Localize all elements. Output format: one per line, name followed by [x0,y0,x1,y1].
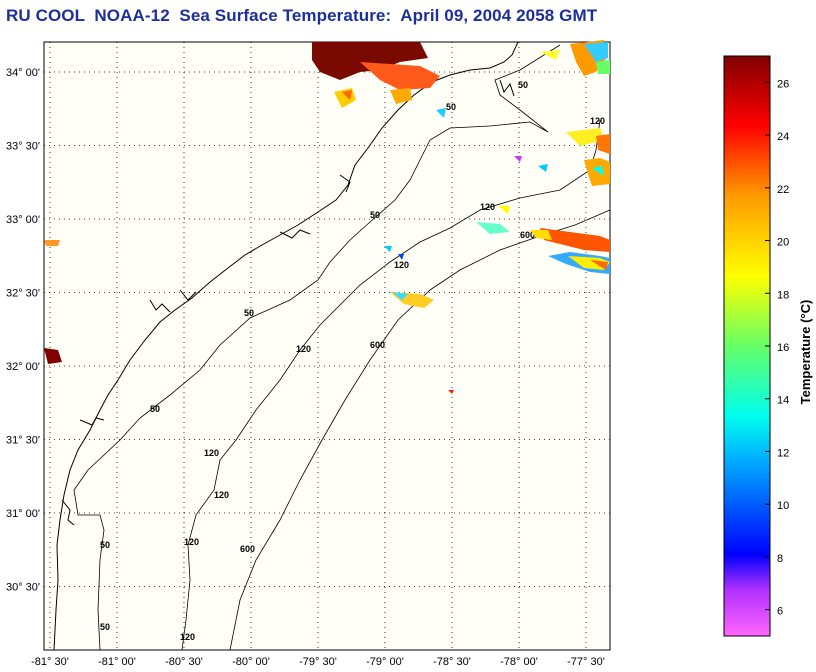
colorbar-tick-label: 24 [777,131,789,143]
colorbar-tick-label: 12 [777,447,789,459]
contour-label-600: 600 [240,544,255,554]
sst-patch-cool [514,156,522,162]
contour-label-120: 120 [204,448,219,458]
sst-patch-warm [448,390,454,394]
sst-patch-warm [540,50,560,60]
contour-label-50: 50 [150,404,160,414]
sst-patch-cool [476,222,510,234]
longitude-label: -79° 30' [299,656,337,668]
contour-label-50: 50 [100,540,110,550]
sst-patch-warm [342,90,352,100]
sst-patch-cool [392,292,408,300]
contour-label-120: 120 [394,260,409,270]
sst-patch-warm [312,42,428,80]
sst-patch-warm [568,256,610,270]
colorbar-tick-label: 6 [777,606,783,618]
latitude-labels: 34° 00' 33° 30' 33° 00' 32° 30' 32° 00' 31° 3… [6,67,40,594]
sst-patch-warm [360,62,440,90]
contour-label-120: 120 [180,632,195,642]
sst-patches [44,40,610,394]
isobath-120 [181,119,601,651]
sst-patch-cool [384,246,392,252]
sst-patch-cool [584,42,608,62]
longitude-label: -81° 00' [98,656,136,668]
sst-patch-warm [530,230,552,240]
sst-patch-cool [436,108,446,118]
contour-label-50: 50 [446,102,456,112]
latitude-label: 32° 00' [6,361,40,373]
contour-label-600: 600 [520,230,535,240]
latitude-label: 33° 30' [6,141,40,153]
longitude-labels: -81° 30' -81° 00' -80° 30' -80° 00' -79° 30'… [31,656,605,668]
longitude-label: -79° 00' [366,656,404,668]
colorbar-tick-label: 18 [777,289,789,301]
sst-patch-warm [596,134,610,154]
longitude-label: -78° 00' [500,656,538,668]
contour-label-50: 50 [244,308,254,318]
contour-label-50: 50 [370,210,380,220]
longitude-label: -78° 30' [433,656,471,668]
map-title: RU COOL NOAA-12 Sea Surface Temperature:… [6,6,598,25]
latitude-label: 31° 30' [6,435,40,447]
latitude-label: 31° 00' [6,508,40,520]
sst-patch-cool [538,164,548,172]
sst-patch-warm [498,206,510,214]
longitude-label: -80° 00' [232,656,270,668]
contour-label-120: 120 [590,116,605,126]
contour-label-50: 50 [518,80,528,90]
latitude-label: 32° 30' [6,288,40,300]
colorbar-tick-label: 8 [777,553,783,565]
sst-patch-warm [566,128,604,146]
map-frame [43,41,611,651]
sst-patch-warm [44,348,62,364]
latitude-label: 34° 00' [6,67,40,79]
colorbar [723,55,771,637]
colorbar-tick-label: 22 [777,184,789,196]
longitude-label: -77° 30' [567,656,605,668]
longitude-label: -80° 30' [165,656,203,668]
longitude-label: -81° 30' [31,656,69,668]
colorbar-tick-label: 16 [777,342,789,354]
contour-label-120: 120 [214,490,229,500]
colorbar-label: Temperature (°C) [798,300,813,405]
colorbar-tick-label: 10 [777,500,789,512]
isobath-600 [229,209,611,651]
contour-label-50: 50 [100,622,110,632]
colorbar-tick-label: 26 [777,78,789,90]
colorbar-ticks: 26 24 22 20 18 16 14 12 10 8 6 [765,78,789,618]
sst-patch-cool [596,60,610,74]
colorbar-tick-label: 14 [777,395,789,407]
sst-patch-warm [390,88,412,104]
sst-patch-warm [590,260,608,270]
isobath-50 [73,44,561,651]
colorbar-tick-label: 20 [777,237,789,249]
latitude-label: 30° 30' [6,582,40,594]
contour-label-600: 600 [370,340,385,350]
sst-patch-cool [398,254,404,260]
sst-patch-warm [540,228,610,252]
contour-label-120: 120 [184,537,199,547]
sst-patch-cool [592,166,604,176]
latitude-label: 33° 00' [6,214,40,226]
sst-patch-warm [584,158,610,186]
contour-label-120: 120 [480,202,495,212]
sst-patch-warm [44,240,60,246]
contour-labels: 50 50 50 50 50 50 120 120 120 120 120 12… [100,80,605,642]
contour-label-120: 120 [296,344,311,354]
